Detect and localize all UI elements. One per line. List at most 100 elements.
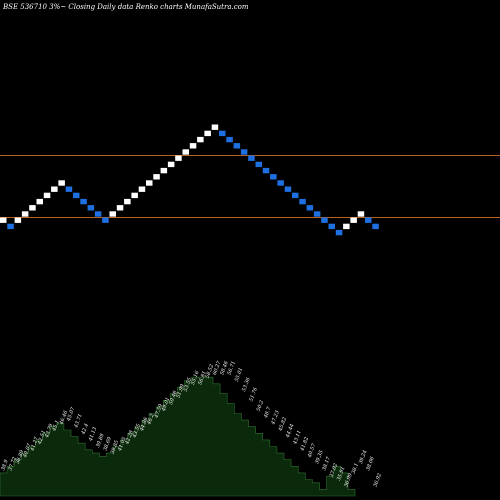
value-label: 47.59 bbox=[153, 403, 164, 420]
value-label: 45.07 bbox=[66, 406, 77, 423]
up-brick bbox=[189, 143, 197, 149]
chart-title: BSE 536710 3%~ Closing Daily data Renko … bbox=[2, 3, 249, 11]
value-labels: 38.937.7238.8940.0741.2742.5143.7945.146… bbox=[0, 360, 383, 488]
value-label: 41.05 bbox=[117, 436, 128, 452]
value-label: 58.46 bbox=[219, 360, 230, 376]
value-label: 44.44 bbox=[285, 423, 296, 439]
up-brick bbox=[109, 211, 116, 217]
value-label: 43.79 bbox=[44, 422, 55, 439]
up-brick bbox=[116, 205, 124, 211]
value-label: 44.86 bbox=[139, 416, 150, 433]
up-brick bbox=[175, 155, 182, 161]
up-brick bbox=[182, 149, 189, 155]
value-label: 38.9 bbox=[0, 458, 10, 471]
up-brick bbox=[357, 211, 365, 217]
value-label: 60.27 bbox=[212, 360, 223, 376]
renko-bricks bbox=[0, 124, 379, 236]
up-brick bbox=[124, 198, 131, 205]
down-brick bbox=[80, 198, 87, 205]
down-brick bbox=[313, 211, 321, 217]
up-brick bbox=[58, 180, 65, 186]
up-brick bbox=[43, 192, 51, 199]
value-label: 42.4 bbox=[80, 423, 90, 436]
down-brick bbox=[284, 186, 292, 192]
value-label: 46.2 bbox=[146, 413, 156, 426]
value-label: 55.16 bbox=[190, 370, 201, 386]
up-brick bbox=[21, 211, 29, 217]
value-label: 36.99 bbox=[343, 472, 354, 488]
down-brick bbox=[270, 174, 277, 180]
up-brick bbox=[167, 161, 175, 168]
up-brick bbox=[14, 217, 22, 223]
down-brick bbox=[335, 229, 343, 236]
value-label: 41.13 bbox=[87, 426, 98, 442]
up-brick bbox=[36, 198, 43, 205]
value-label: 43.71 bbox=[73, 413, 84, 429]
up-brick bbox=[204, 130, 211, 137]
up-brick bbox=[138, 186, 146, 192]
up-brick bbox=[197, 136, 204, 143]
volume-area bbox=[0, 376, 356, 497]
down-brick bbox=[240, 149, 248, 155]
value-label: 41.27 bbox=[29, 436, 40, 453]
up-brick bbox=[29, 205, 36, 211]
value-label: 47.23 bbox=[270, 410, 281, 426]
value-label: 43.11 bbox=[292, 430, 303, 446]
value-label: 41.82 bbox=[299, 436, 310, 452]
value-label: 51.76 bbox=[248, 386, 259, 402]
down-brick bbox=[372, 223, 379, 230]
value-label: 37.02 bbox=[329, 463, 340, 479]
down-brick bbox=[94, 211, 102, 217]
value-label: 35.91 bbox=[336, 466, 347, 482]
value-label: 56.81 bbox=[197, 370, 208, 386]
down-brick bbox=[219, 130, 226, 137]
value-label: 38.06 bbox=[365, 455, 376, 471]
value-label: 50.2 bbox=[256, 400, 265, 413]
down-brick bbox=[277, 180, 284, 186]
value-label: 51.99 bbox=[175, 383, 186, 399]
up-brick bbox=[131, 192, 138, 199]
up-brick bbox=[146, 180, 153, 186]
up-brick bbox=[343, 223, 350, 230]
down-brick bbox=[233, 143, 241, 149]
value-label: 39.35 bbox=[314, 449, 325, 465]
down-brick bbox=[255, 161, 262, 168]
value-label: 42.51 bbox=[36, 430, 47, 446]
down-brick bbox=[102, 217, 109, 223]
value-label: 45.82 bbox=[277, 416, 288, 432]
down-brick bbox=[321, 217, 328, 223]
value-label: 56.71 bbox=[227, 360, 238, 376]
up-brick bbox=[211, 124, 219, 130]
up-brick bbox=[51, 186, 58, 192]
down-brick bbox=[292, 192, 299, 199]
value-label: 37.72 bbox=[8, 456, 19, 472]
down-brick bbox=[87, 205, 95, 211]
value-label: 50.48 bbox=[168, 390, 179, 406]
value-label: 40.57 bbox=[306, 442, 317, 459]
value-label: 53.36 bbox=[241, 376, 252, 392]
value-label: 45.1 bbox=[51, 419, 61, 432]
volume-fill bbox=[0, 376, 356, 497]
up-brick bbox=[153, 174, 160, 180]
down-brick bbox=[65, 186, 73, 192]
up-brick bbox=[0, 217, 7, 223]
up-brick bbox=[350, 217, 357, 223]
down-brick bbox=[328, 223, 335, 230]
down-brick bbox=[226, 136, 233, 143]
value-label: 48.7 bbox=[263, 406, 273, 420]
value-label: 38.1 bbox=[351, 462, 360, 475]
value-label: 36.92 bbox=[373, 473, 384, 489]
value-label: 38.17 bbox=[321, 455, 332, 471]
value-label: 38.69 bbox=[102, 436, 113, 452]
down-brick bbox=[262, 167, 270, 174]
value-label: 39.89 bbox=[95, 432, 106, 448]
down-brick bbox=[7, 223, 14, 230]
down-brick bbox=[73, 192, 80, 199]
down-brick bbox=[248, 155, 255, 161]
down-brick bbox=[299, 198, 306, 205]
up-brick bbox=[160, 167, 168, 174]
value-label: 42.28 bbox=[124, 430, 135, 446]
value-label: 39.85 bbox=[110, 440, 121, 456]
